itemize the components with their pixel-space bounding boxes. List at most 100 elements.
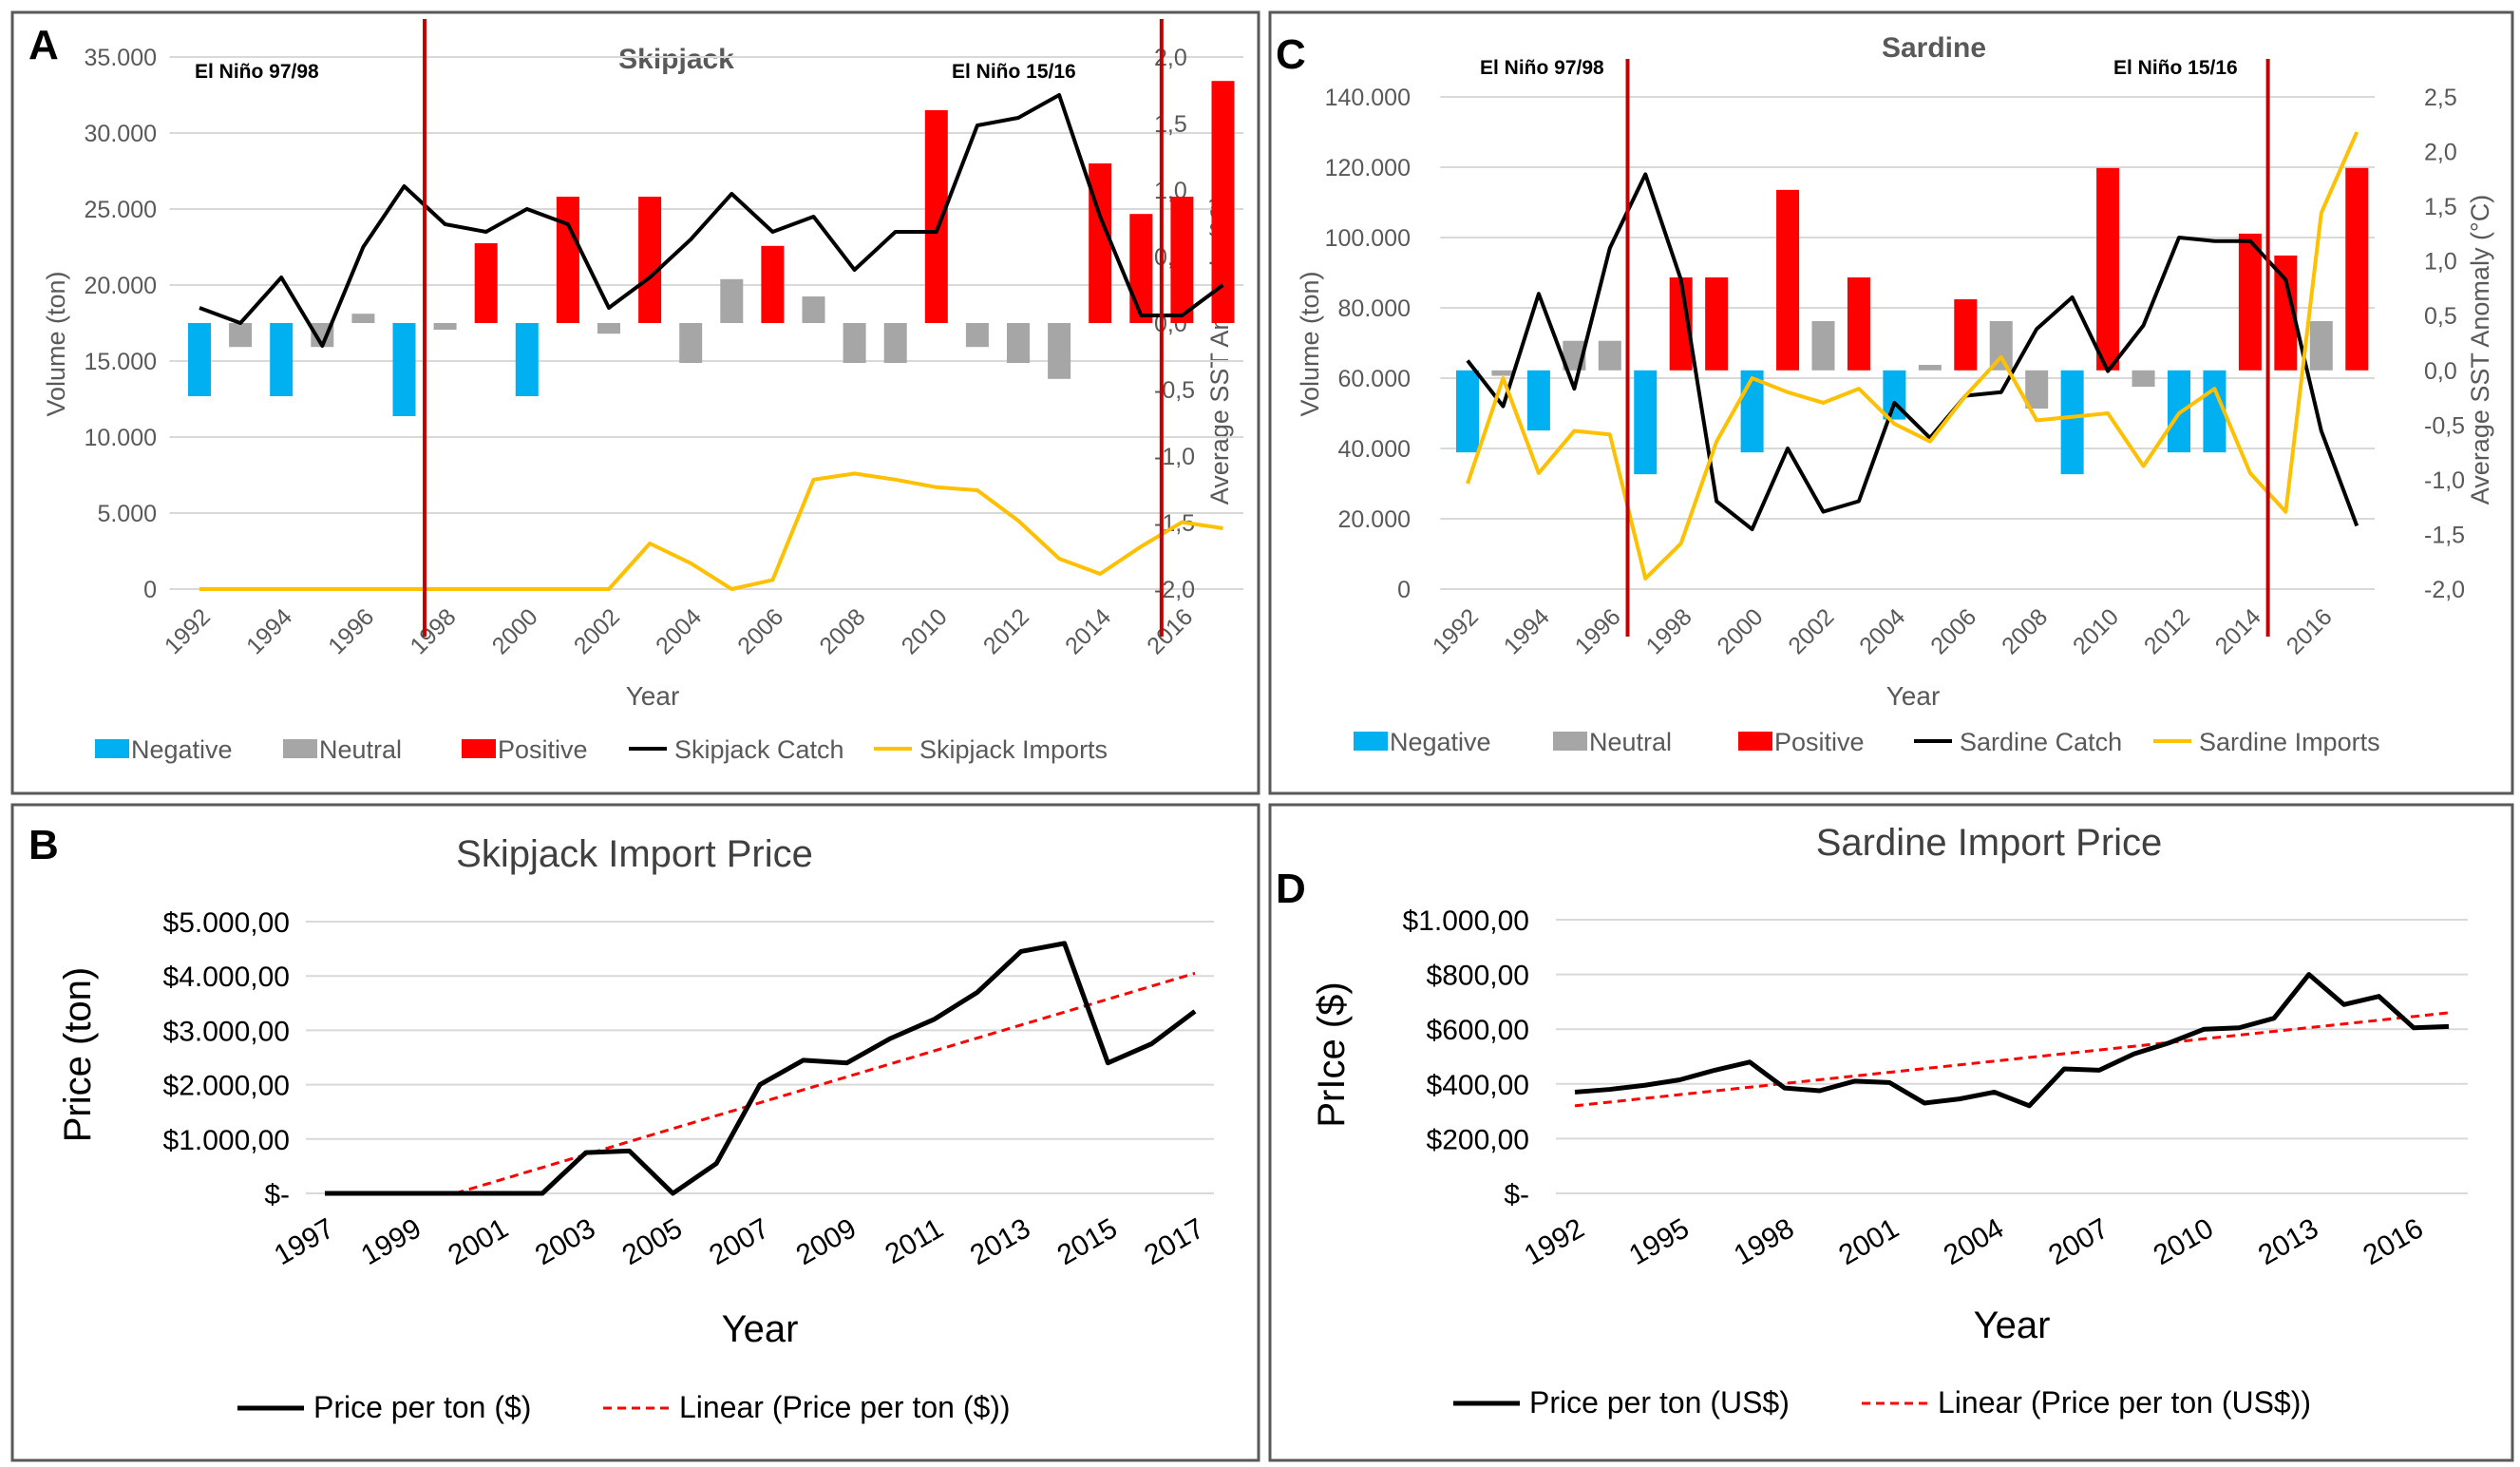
panel-B-xlabel: Year (722, 1308, 799, 1350)
panel-A-series-catch-line (199, 93, 1224, 348)
panel-C-xtick-label: 2010 (2068, 603, 2124, 659)
panel-C-sst-bar-positive (1954, 298, 1978, 371)
panel-C-elnino-label: El Niño 97/98 (1480, 57, 1604, 79)
panel-D-price-line (1574, 972, 2450, 1109)
panel-C-xtick-label: 1996 (1570, 603, 1626, 659)
panel-A-sst-bar-neutral (597, 323, 620, 334)
panel-C-xtick-label: 2008 (1997, 603, 2053, 659)
panel-C-legend-swatch (1738, 732, 1772, 751)
panel-A-sst-bar-positive (556, 197, 579, 323)
panel-A-legend-swatch (283, 739, 317, 758)
panel-C-ytick-label: 100.000 (1325, 225, 1411, 252)
panel-B-letter: B (28, 822, 59, 868)
panel-C-sst-bar-positive (2345, 167, 2369, 371)
panel-A-ylabel: Volume (ton) (42, 271, 70, 416)
panel-C-xtick-label: 2016 (2282, 603, 2338, 659)
panel-C-y2tick-label: 2,5 (2424, 85, 2457, 111)
panel-A-elnino-label: El Niño 97/98 (195, 61, 319, 83)
panel-A-legend-label: Neutral (319, 735, 402, 764)
panel-D-frame (1268, 803, 2514, 1462)
panel-A-frame (10, 10, 1260, 795)
panel-C-ytick-label: 20.000 (1338, 506, 1411, 533)
panel-A-ytick-label: 35.000 (85, 45, 157, 71)
panel-A-sst-bar-neutral (1007, 323, 1030, 363)
panel-A-sst-bar-positive (1211, 81, 1235, 323)
panel-C-legend-swatch (1553, 732, 1587, 751)
panel-A-xtick-label: 2012 (978, 603, 1034, 659)
panel-D-xtick-label: 1992 (1519, 1212, 1589, 1271)
panel-C-xtick-label: 2002 (1783, 603, 1839, 659)
panel-C-ylabel: Volume (ton) (1296, 271, 1324, 416)
panel-A-sst-bar-neutral (843, 323, 866, 363)
panel-C-xtick-label: 2006 (1925, 603, 1981, 659)
panel-A-plot: 0 5.000 10.000 15.000 20.000 25.000 30.000 35.0… (85, 19, 1244, 764)
panel-A-sst-bar-negative (515, 323, 539, 396)
panel-D-trend-line (1574, 1011, 2450, 1108)
panel-B-xtick-label: 1999 (356, 1212, 426, 1271)
panel-D-xtick-label: 2010 (2149, 1212, 2219, 1271)
panel-C-legend-label: Negative (1390, 728, 1491, 756)
panel-C-xtick-label: 2000 (1712, 603, 1768, 659)
panel-C-sst-bar-positive (2238, 233, 2262, 371)
panel-C-sst-bar-neutral (1598, 340, 1621, 371)
panel-B-price-line (325, 941, 1197, 1196)
panel-A-xtick-label: 2008 (814, 603, 870, 659)
panel-C-ytick-label: 0 (1397, 577, 1411, 603)
panel-B-xtick-label: 2007 (704, 1212, 774, 1271)
panel-A-sst-bar-neutral (679, 323, 703, 363)
panel-B-frame (10, 803, 1260, 1462)
panel-A-xtick-label: 2004 (651, 603, 707, 659)
panel-C-sst-bar-negative (1526, 370, 1550, 431)
panel-D-xlabel: Year (1974, 1305, 2051, 1346)
panel-C-y2tick-label: 0,0 (2424, 358, 2457, 385)
panel-D-title: Sardine Import Price (1816, 822, 2163, 864)
panel-A-sst-bar-negative (392, 323, 416, 416)
panel-A-sst-bar-positive (1170, 197, 1194, 323)
panel-C-xtick-label: 1992 (1428, 603, 1484, 659)
panel-C-sst-bar-neutral (2309, 320, 2333, 371)
panel-A-ytick-label: 5.000 (97, 501, 157, 527)
panel-B-xtick-label: 1997 (269, 1212, 339, 1271)
panel-B-xtick-label: 2001 (443, 1212, 513, 1271)
panel-D-xtick-label: 1998 (1729, 1212, 1799, 1271)
panel-C-y2tick-label: -0,5 (2424, 412, 2465, 439)
panel-B-ytick-label: $4.000,00 (163, 962, 290, 993)
panel-C-xtick-label: 2012 (2139, 603, 2195, 659)
panel-A-elnino-label: El Niño 15/16 (952, 61, 1076, 83)
panel-C-sst-bar-positive (2096, 167, 2120, 371)
panel-C-sst-bar-positive (1705, 276, 1729, 371)
panel-C-y2tick-label: 0,5 (2424, 303, 2457, 330)
panel-A-sst-bar-negative (188, 323, 211, 396)
panel-C-sst-bar-neutral (1491, 370, 1515, 376)
panel-C-legend-label: Sardine Imports (2199, 728, 2380, 756)
panel-B-plot: $- $1.000,00 $2.000,00 $3.000,00 $4.000,00 $5… (163, 907, 1214, 1424)
panel-D-xtick-label: 2001 (1833, 1212, 1904, 1271)
panel-C-elnino-label: El Niño 15/16 (2113, 57, 2238, 79)
panel-B-xtick-label: 2005 (617, 1212, 688, 1271)
panel-C-sst-bar-neutral (2025, 370, 2049, 410)
panel-C-xtick-label: 1994 (1499, 603, 1555, 659)
panel-A-sst-bar-negative (270, 323, 294, 396)
panel-C-ytick-label: 60.000 (1338, 366, 1411, 392)
panel-A-sst-bar-neutral (965, 323, 989, 348)
panel-C-sst-bar-positive (1847, 276, 1870, 371)
panel-B-legend-label: Price per ton ($) (313, 1390, 531, 1424)
panel-B-title: Skipjack Import Price (456, 833, 813, 875)
panel-C-y2tick-label: 1,0 (2424, 249, 2457, 276)
panel-C-sst-bar-neutral (1811, 320, 1835, 371)
panel-A-ytick-label: 30.000 (85, 121, 157, 147)
panel-A-xtick-label: 2016 (1142, 603, 1198, 659)
panel-C-sst-bar-negative (1740, 370, 1764, 453)
panel-C-sst-bar-neutral (2132, 370, 2155, 388)
panel-A-y2tick-label: 2,0 (1154, 45, 1187, 71)
panel-C-ytick-label: 40.000 (1338, 436, 1411, 463)
panel-D-xtick-label: 2013 (2253, 1212, 2323, 1271)
panel-C-y2tick-label: 1,5 (2424, 194, 2457, 220)
panel-A-legend-label: Skipjack Imports (919, 735, 1108, 764)
panel-A-xtick-label: 1994 (241, 603, 297, 659)
panel-C-frame (1268, 10, 2514, 795)
panel-A-legend-swatch (95, 739, 129, 758)
panel-A-sst-bar-positive (1129, 214, 1153, 323)
panel-D-xtick-label: 1995 (1624, 1212, 1695, 1271)
panel-C-sst-bar-negative (1456, 370, 1479, 453)
